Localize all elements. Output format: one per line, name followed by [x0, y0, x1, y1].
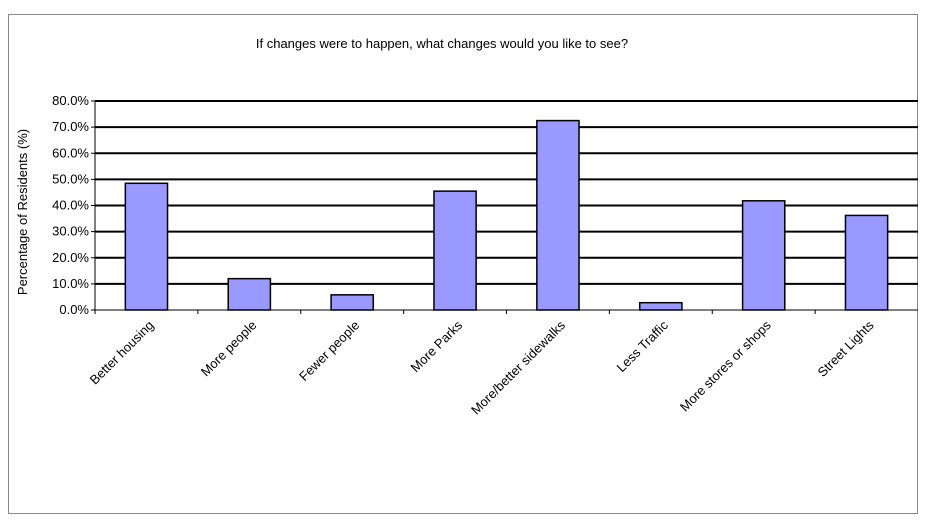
y-axis-label: Percentage of Residents (%)	[15, 129, 30, 295]
y-tick-label: 80.0%	[52, 93, 89, 108]
x-category-label: More people	[198, 318, 260, 380]
x-category-label: Fewer people	[296, 318, 362, 384]
bar-3	[433, 190, 477, 311]
y-tick-label: 20.0%	[52, 250, 89, 265]
y-tick-label: 70.0%	[52, 119, 89, 134]
y-tick-label: 10.0%	[52, 276, 89, 291]
x-category-label: Better housing	[87, 318, 157, 388]
x-category-labels: Better housing More people Fewer people Mor…	[87, 310, 877, 418]
x-category-label: More/better sidewalks	[468, 317, 568, 417]
bar-2	[330, 294, 375, 311]
bar-7	[844, 214, 889, 311]
y-tick-label: 50.0%	[52, 171, 89, 186]
gridlines	[95, 100, 918, 285]
bar-0	[124, 182, 169, 311]
y-tick-label: 0.0%	[59, 302, 89, 317]
bar-5	[638, 301, 683, 311]
y-tick-label: 30.0%	[52, 224, 89, 239]
bar-4	[536, 119, 580, 311]
chart-title: If changes were to happen, what changes …	[256, 36, 628, 51]
x-category-label: More stores or shops	[677, 317, 774, 414]
x-category-label: More Parks	[408, 317, 466, 375]
bars	[124, 119, 889, 311]
x-category-label: Street Lights	[814, 317, 877, 380]
bar-1	[227, 277, 272, 311]
y-tick-labels: 0.0% 10.0% 20.0% 30.0% 40.0% 50.0% 60.0% 70.0% 8…	[52, 93, 95, 317]
x-category-label: Less Traffic	[613, 317, 671, 375]
bar-6	[741, 200, 786, 311]
y-tick-label: 40.0%	[52, 198, 89, 213]
y-tick-label: 60.0%	[52, 145, 89, 160]
